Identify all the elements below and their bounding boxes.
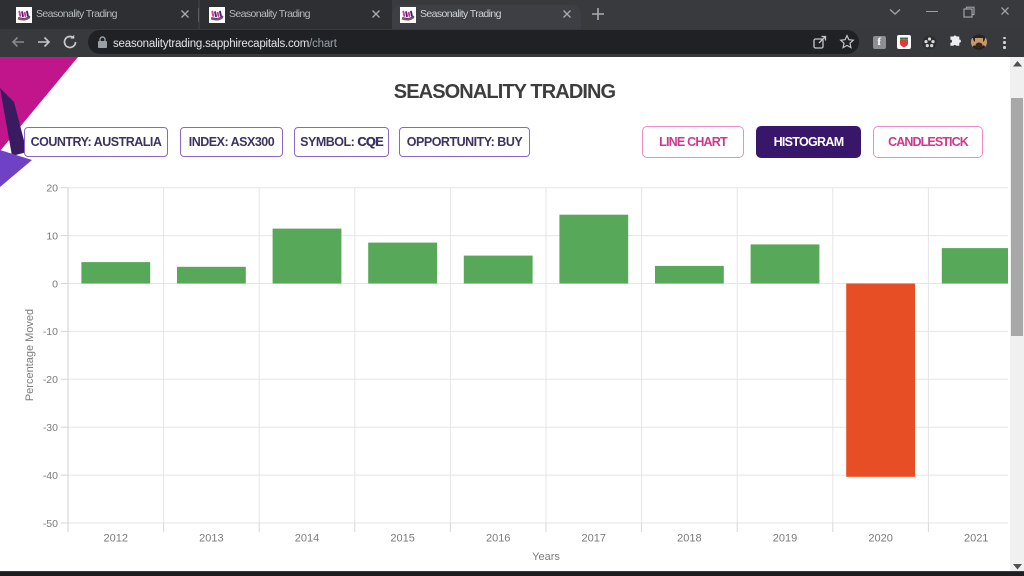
svg-text:-40: -40	[43, 470, 58, 482]
svg-text:10: 10	[46, 230, 58, 242]
svg-text:2020: 2020	[868, 533, 892, 545]
svg-text:2015: 2015	[390, 533, 414, 545]
svg-text:Years: Years	[532, 551, 560, 563]
svg-text:2019: 2019	[773, 533, 797, 545]
svg-text:-20: -20	[43, 374, 58, 386]
svg-text:-30: -30	[43, 422, 58, 434]
svg-text:2021: 2021	[964, 533, 988, 545]
svg-text:-10: -10	[43, 326, 58, 338]
svg-text:Percentage Moved: Percentage Moved	[24, 309, 36, 401]
svg-text:20: 20	[46, 183, 58, 195]
svg-text:-50: -50	[43, 518, 58, 530]
svg-text:2012: 2012	[104, 533, 128, 545]
svg-text:0: 0	[52, 278, 58, 290]
svg-text:2016: 2016	[486, 533, 510, 545]
svg-text:2018: 2018	[677, 533, 701, 545]
svg-text:2014: 2014	[295, 533, 319, 545]
svg-text:2013: 2013	[199, 533, 223, 545]
svg-text:2017: 2017	[582, 533, 606, 545]
